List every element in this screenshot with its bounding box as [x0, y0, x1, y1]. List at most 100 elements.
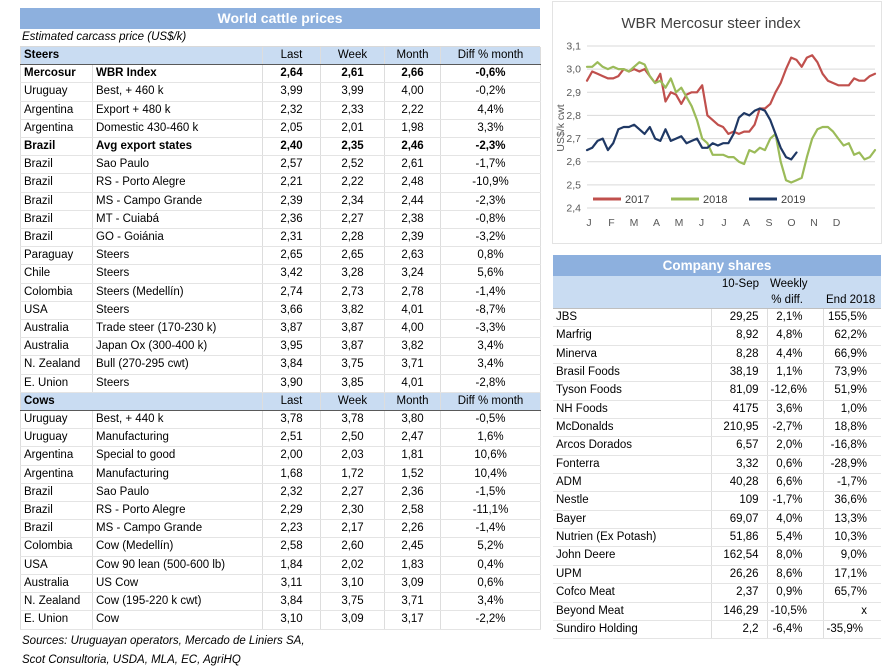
table-cell: 3,09 [320, 610, 385, 630]
table-cell: 3,4% [440, 337, 542, 357]
table-cell: -10,9% [440, 173, 542, 193]
table-row: E. Union Steers 3,90 3,85 4,01 -2,8% [20, 374, 542, 393]
table-row: Cofco Meat 2,37 0,9% 65,7% [553, 583, 881, 603]
table-row: E. Union Cow 3,10 3,09 3,17 -2,2% [20, 610, 542, 630]
table-cell: -2,3% [440, 137, 542, 157]
table-cell: Uruguay [20, 410, 93, 430]
section-label-cows: Cows [19, 392, 263, 412]
prices-table: Steers Last Week Month Diff % month Merc… [19, 47, 542, 630]
table-cell: 2,78 [384, 283, 441, 302]
shares-header: 10-Sep Weekly % diff. End 2018 [553, 276, 881, 309]
table-cell: 2,21 [262, 173, 321, 193]
table-cell: 65,7% [822, 583, 881, 603]
table-cell: 69,07 [710, 510, 767, 530]
table-cell: Manufacturing [91, 428, 263, 448]
table-row: Nestle 109 -1,7% 36,6% [553, 491, 881, 511]
table-cell: N. Zealand [20, 592, 93, 612]
table-cell: 1,83 [384, 556, 441, 575]
table-cell: 1,6% [440, 428, 542, 448]
table-cell: 2,58 [384, 501, 441, 521]
table-cell: Brazil [20, 519, 93, 539]
table-cell: 0,9% [766, 583, 823, 603]
table-cell: 2,03 [320, 446, 385, 466]
legend-label-2018: 2018 [703, 194, 727, 206]
table-row: Australia Japan Ox (300-400 k) 3,95 3,87 3,8… [20, 337, 542, 357]
table-cell: 51,86 [710, 528, 767, 548]
table-cell: 2,30 [320, 501, 385, 521]
table-cell: RS - Porto Alegre [91, 501, 263, 521]
table-cell: Cow 90 lean (500-600 lb) [91, 556, 263, 575]
table-row: Uruguay Best, + 440 k 3,78 3,78 3,80 -0,5% [20, 410, 542, 430]
x-tick-label: F [608, 217, 614, 229]
legend-label-2017: 2017 [625, 194, 649, 206]
table-cell: Trade steer (170-230 k) [91, 319, 263, 339]
table-row: Argentina Export + 480 k 2,32 2,33 2,22 4,4% [20, 101, 542, 120]
table-row: Brazil Sao Paulo 2,32 2,27 2,36 -1,5% [20, 483, 542, 503]
table-cell: -6,4% [766, 620, 823, 640]
table-cell: Nestle [553, 491, 711, 511]
table-row: Nutrien (Ex Potash) 51,86 5,4% 10,3% [553, 528, 881, 548]
y-tick-label: 2,9 [566, 87, 581, 99]
col-header-diff: Diff % month [440, 47, 542, 66]
table-cell: WBR Index [91, 64, 263, 84]
empty-cell [553, 276, 711, 292]
table-cell: 4,00 [384, 82, 441, 102]
table-cell: 3,10 [320, 574, 385, 594]
steers-header: Steers Last Week Month Diff % month [19, 47, 542, 66]
table-cell: Tyson Foods [553, 381, 711, 401]
table-cell: USA [20, 301, 93, 321]
table-row: USA Cow 90 lean (500-600 lb) 1,84 2,02 1,83 0… [20, 556, 542, 575]
table-cell: 2,60 [320, 537, 385, 557]
table-cell: 162,54 [710, 546, 767, 566]
table-cell: 5,4% [766, 528, 823, 548]
table-row: Minerva 8,28 4,4% 66,9% [553, 345, 881, 365]
table-cell: 0,6% [766, 455, 823, 475]
table-row: Brazil RS - Porto Alegre 2,29 2,30 2,58 -11,1… [20, 501, 542, 521]
svg-text:WBR Mercosur steer index: WBR Mercosur steer index [621, 15, 801, 32]
table-cell: MS - Campo Grande [91, 192, 263, 211]
table-cell: x [822, 602, 881, 621]
table-cell: Special to good [91, 446, 263, 466]
table-cell: 3,99 [262, 82, 321, 102]
y-tick-label: 2,4 [566, 203, 581, 215]
table-cell: 3,75 [320, 592, 385, 612]
table-cell: 3,32 [710, 455, 767, 475]
shares-header-row-1: 10-Sep Weekly [553, 276, 881, 292]
table-cell: 13,3% [822, 510, 881, 530]
table-cell: 2,17 [320, 519, 385, 539]
table-cell: -0,8% [440, 210, 542, 230]
table-cell: E. Union [20, 374, 93, 393]
sources-line-1: Sources: Uruguayan operators, Mercado de… [22, 634, 305, 647]
table-cell: Marfrig [553, 326, 711, 346]
table-cell: 2,26 [384, 519, 441, 539]
table-cell: 0,8% [440, 246, 542, 266]
table-cell: 17,1% [822, 565, 881, 585]
section-label-steers: Steers [19, 47, 263, 66]
table-cell: 0,6% [440, 574, 542, 594]
y-tick-label: 2,7 [566, 133, 581, 145]
table-cell: MT - Cuiabá [91, 210, 263, 230]
table-cell: -1,7% [766, 491, 823, 511]
table-row: Argentina Domestic 430-460 k 2,05 2,01 1,98 3… [20, 119, 542, 139]
table-row: John Deere 162,54 8,0% 9,0% [553, 546, 881, 566]
table-cell: 2,33 [320, 101, 385, 120]
table-cell: Brasil Foods [553, 363, 711, 383]
table-cell: 2,36 [384, 483, 441, 503]
table-cell: Colombia [20, 283, 93, 302]
table-cell: 3,85 [320, 374, 385, 393]
sources-note: Sources: Uruguayan operators, Mercado de… [20, 632, 540, 670]
table-cell: Brazil [20, 155, 93, 175]
table-cell: 109 [710, 491, 767, 511]
table-cell: John Deere [553, 546, 711, 566]
table-cell: 36,6% [822, 491, 881, 511]
table-cell: 2,66 [384, 64, 441, 84]
y-tick-label: 3,0 [566, 64, 581, 76]
table-cell: 40,28 [710, 473, 767, 493]
table-cell: Domestic 430-460 k [91, 119, 263, 139]
table-cell: 9,0% [822, 546, 881, 566]
table-cell: 4,0% [766, 510, 823, 530]
table-cell: -2,3% [440, 192, 542, 211]
table-cell: 2,45 [384, 537, 441, 557]
table-cell: -28,9% [822, 455, 881, 475]
table-cell: Sao Paulo [91, 155, 263, 175]
